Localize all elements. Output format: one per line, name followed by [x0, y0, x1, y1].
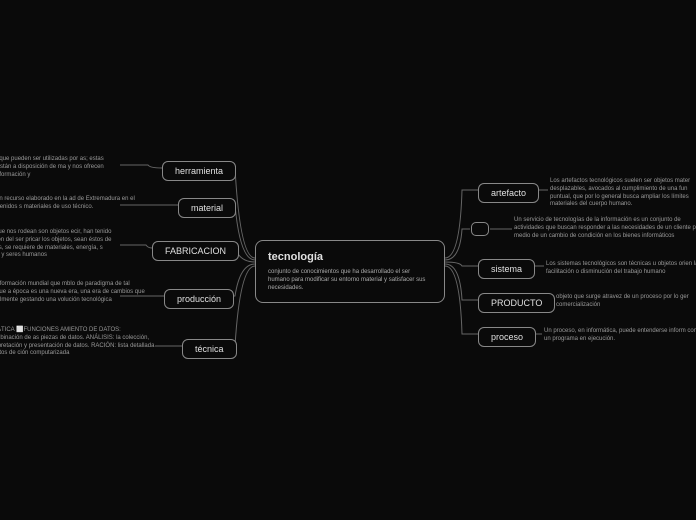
node-herramienta[interactable]: herramienta [162, 161, 236, 181]
desc-herramienta: y aplicaciones que pueden ser utilizadas… [0, 156, 120, 179]
desc-artefacto: Los artefactos tecnológicos suelen ser o… [550, 178, 696, 209]
node-artefacto[interactable]: artefacto [478, 183, 539, 203]
center-title: tecnología [268, 251, 432, 263]
desc-fabricacion: de las cosas que nos rodean son objetos … [0, 229, 120, 260]
desc-producto: objeto que surge atravez de un proceso p… [556, 294, 696, 310]
node-sistema[interactable]: sistema [478, 259, 535, 279]
center-desc: conjunto de conocimientos que ha desarro… [268, 269, 432, 292]
desc-proceso: Un proceso, en informática, puede entend… [544, 328, 696, 344]
node-servicio-empty[interactable] [471, 222, 489, 236]
node-produccion[interactable]: producción [164, 289, 234, 309]
center-node-tecnologia[interactable]: tecnología conjunto de conocimientos que… [255, 240, 445, 303]
node-tecnica[interactable]: técnica [182, 339, 237, 359]
node-producto[interactable]: PRODUCTO [478, 293, 555, 313]
node-fabricacion[interactable]: FABRICACION [152, 241, 239, 261]
desc-tecnica: AS DE LA INFORMÁTICA ⬜FUNCIONES AMIENTO … [0, 327, 155, 358]
node-proceso[interactable]: proceso [478, 327, 536, 347]
node-material[interactable]: material [178, 198, 236, 218]
desc-servicio: Un servicio de tecnologías de la informa… [514, 217, 696, 240]
desc-produccion: mersos en una transformación mundial que… [0, 281, 145, 304]
desc-sistema: Los sistemas tecnológicos son técnicas u… [546, 261, 696, 277]
desc-material: es tecnológicos es un recurso elaborado … [0, 196, 145, 212]
mindmap-canvas: tecnología conjunto de conocimientos que… [0, 0, 696, 520]
